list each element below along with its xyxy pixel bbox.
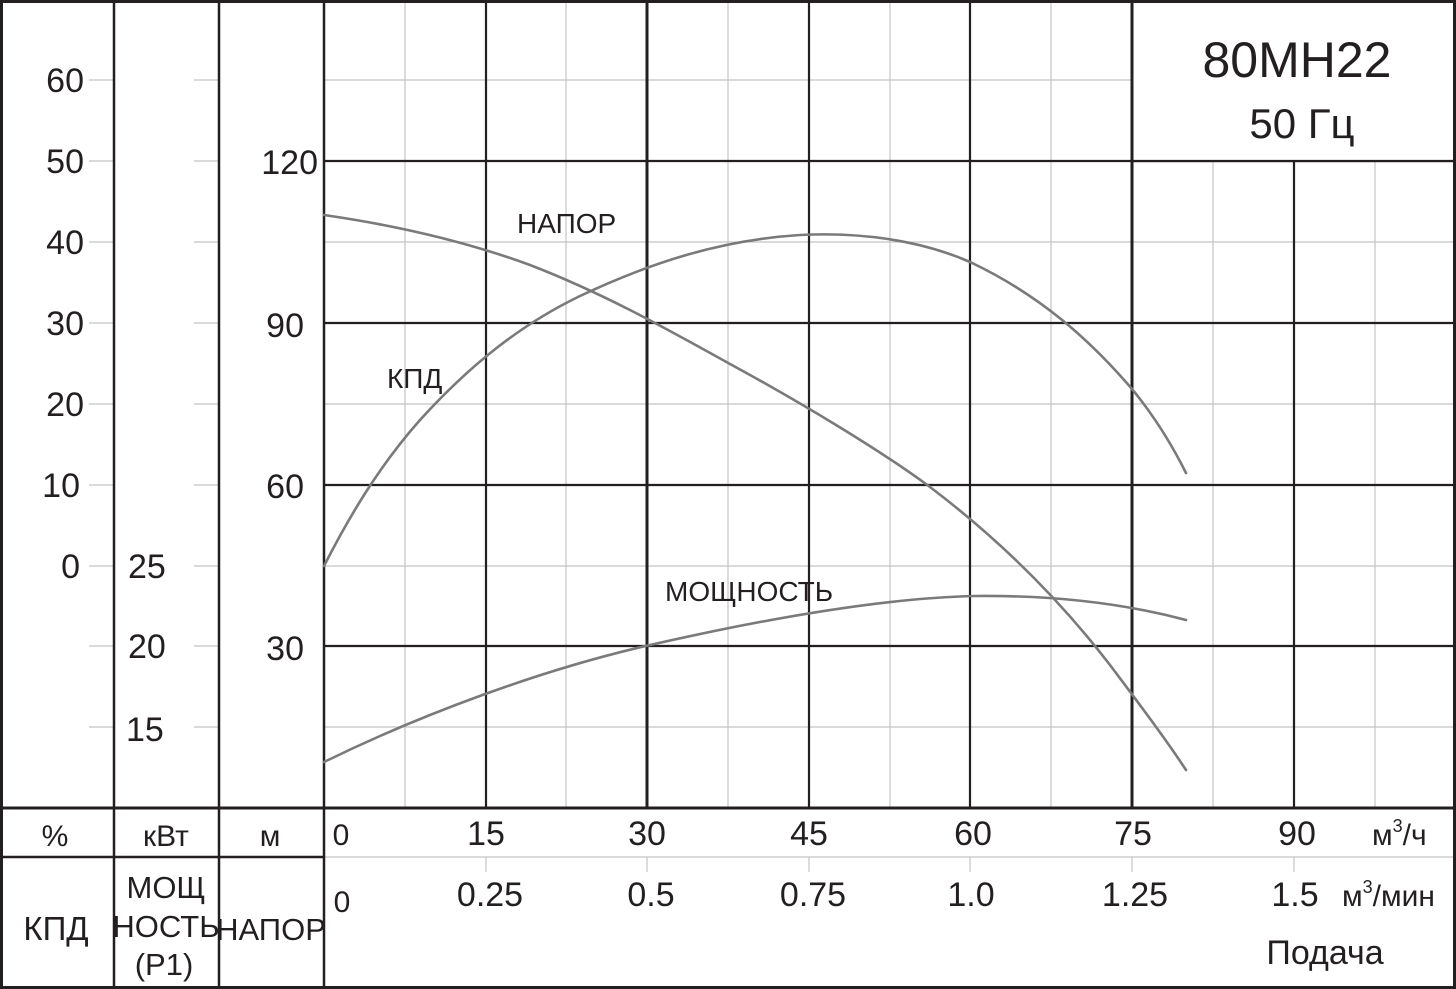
flow-h-tick: 75	[1114, 815, 1152, 853]
flow-h-tick: 30	[628, 815, 666, 853]
efficiency-curve	[322, 233, 1188, 568]
head-tick: 60	[266, 468, 304, 506]
flow-min-tick: 0	[334, 886, 351, 919]
eff-tick: 0	[61, 548, 80, 586]
eff-tick: 20	[46, 386, 84, 424]
efficiency-curve-label: КПД	[387, 363, 442, 394]
flow-min-tick: 1.5	[1271, 876, 1318, 914]
eff-tick: 10	[42, 467, 80, 505]
eff-tick: 40	[46, 224, 84, 262]
head-unit: м	[260, 820, 281, 853]
head-tick: 120	[261, 144, 318, 182]
flow-h-tick: 15	[467, 815, 505, 853]
flow-axis-title: Подача	[1266, 934, 1383, 972]
flow-min-tick: 1.25	[1102, 876, 1168, 914]
power-unit: кВт	[143, 820, 189, 853]
head-curve	[322, 213, 1188, 772]
head-tick: 30	[266, 630, 304, 668]
flow-min-tick: 1.0	[947, 876, 994, 914]
power-curve-label: МОЩНОСТЬ	[665, 576, 833, 607]
chart-subtitle: 50 Гц	[1249, 100, 1354, 147]
major-grid	[324, 0, 1456, 808]
flow-h-tick: 90	[1278, 815, 1316, 853]
power-curve	[322, 594, 1188, 764]
power-tick: 15	[126, 711, 164, 749]
eff-tick: 30	[46, 305, 84, 343]
chart-title: 80MH22	[1203, 32, 1392, 88]
eff-axis-name: КПД	[23, 910, 88, 947]
flow-min-tick: 0.5	[627, 876, 674, 914]
title-box	[1134, 3, 1453, 160]
flow-unit-m3h: м3/ч	[1372, 816, 1427, 852]
flow-unit-m3min: м3/мин	[1342, 877, 1435, 913]
flow-min-tick: 0.75	[780, 876, 846, 914]
head-axis-name: НАПОР	[216, 912, 326, 947]
power-tick: 25	[128, 548, 166, 586]
power-axis: 25 20 15	[126, 548, 166, 749]
head-axis: 120 90 60 30	[261, 144, 318, 668]
curves	[322, 213, 1188, 772]
flow-min-tick: 0.25	[457, 876, 523, 914]
flow-m3h-axis: 0 15 30 45 60 75 90	[333, 815, 1316, 853]
flow-m3min-axis: 0 0.25 0.5 0.75 1.0 1.25 1.5	[334, 876, 1319, 919]
head-tick: 90	[266, 307, 304, 345]
flow-h-tick: 0	[333, 819, 350, 852]
flow-h-tick: 60	[954, 815, 992, 853]
efficiency-axis: 60 50 40 30 20 10 0	[42, 62, 84, 586]
power-axis-name-line1: МОЩ	[127, 870, 206, 905]
power-axis-name-line3: (P1)	[135, 947, 194, 982]
eff-tick: 50	[46, 143, 84, 181]
power-tick: 20	[128, 628, 166, 666]
power-axis-name-line2: НОСТЬ	[112, 909, 219, 944]
eff-tick: 60	[46, 62, 84, 100]
major-grid-bold	[645, 0, 1134, 808]
eff-unit: %	[42, 820, 69, 853]
flow-h-tick: 45	[790, 815, 828, 853]
head-curve-label: НАПОР	[517, 208, 616, 239]
